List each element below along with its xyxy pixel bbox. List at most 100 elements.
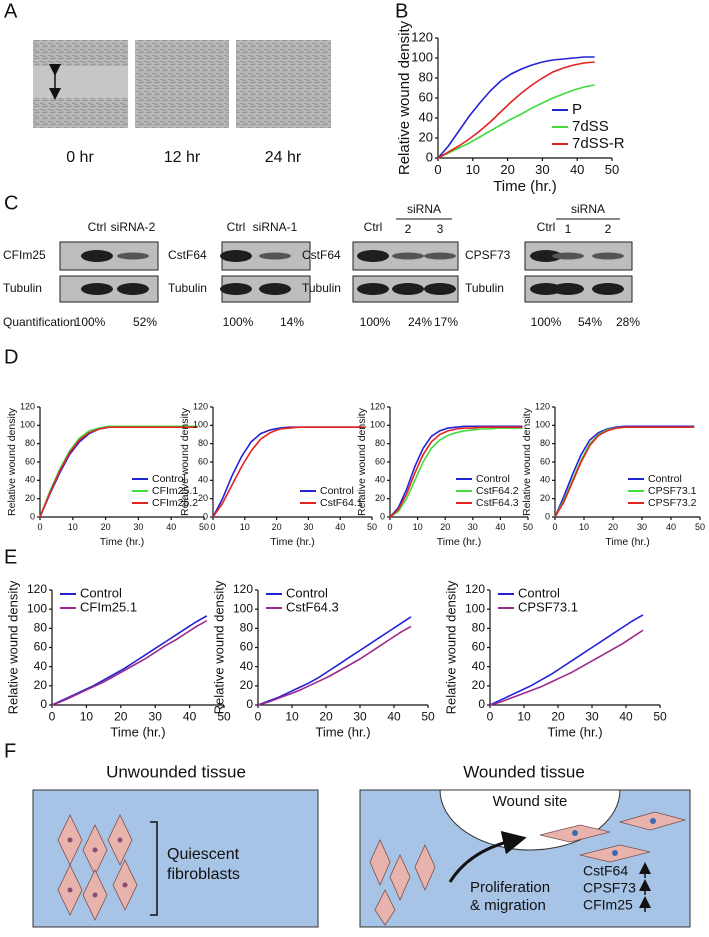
blot-band	[552, 252, 584, 260]
blot-band	[592, 252, 624, 260]
x-tick-label: 30	[353, 709, 367, 723]
bracket	[150, 821, 158, 916]
quantification-value: 52%	[133, 315, 157, 329]
x-tick-label: 0	[49, 709, 56, 723]
y-tick-label: 100	[193, 420, 208, 430]
x-tick-label: 50	[367, 522, 377, 532]
y-tick-label: 0	[40, 697, 47, 711]
series-line	[39, 426, 198, 518]
cell-label: fibroblasts	[167, 866, 240, 883]
y-axis-label: Relative wound density	[179, 407, 191, 516]
x-tick-label: 40	[619, 709, 633, 723]
x-tick-label: 10	[80, 709, 94, 723]
series-line	[489, 629, 644, 706]
x-tick-label: 30	[468, 522, 478, 532]
y-tick-label: 40	[540, 475, 550, 485]
y-tick-label: 80	[240, 621, 254, 635]
chart: 0 20 40 60 80 100 120 0 10 20 30 40 50 Time (hr.) Rela…	[521, 401, 705, 547]
x-tick-label: 0	[487, 709, 494, 723]
blot-row-label: CFIm25	[3, 248, 46, 262]
x-tick-label: 0	[210, 522, 215, 532]
panel-letter: C	[4, 192, 18, 214]
blot-row-label: CPSF73	[465, 248, 511, 262]
legend-label: CPSF73.1	[518, 599, 578, 614]
diagram-title: Wounded tissue	[463, 762, 585, 781]
lane-label: siRNA-2	[111, 220, 156, 234]
x-axis-label: Time (hr.)	[493, 178, 557, 195]
quantification-value: 24%	[408, 315, 432, 329]
y-tick-label: 60	[540, 456, 550, 466]
x-tick-label: 10	[579, 522, 589, 532]
y-tick-label: 40	[25, 475, 35, 485]
blot-band	[392, 252, 424, 260]
panel-letter: F	[4, 740, 16, 762]
x-axis-label: Time (hr.)	[437, 536, 482, 548]
blot-band	[357, 250, 389, 262]
x-tick-label: 40	[495, 522, 505, 532]
lane-label: 3	[437, 222, 444, 236]
scratch-image	[135, 40, 229, 128]
lane-label: 2	[405, 222, 412, 236]
fibroblasts-left	[57, 814, 138, 921]
lane-label: 1	[565, 222, 572, 236]
y-tick-label: 40	[419, 109, 433, 124]
quantification-value: 28%	[616, 315, 640, 329]
process-label: Proliferation	[470, 879, 550, 896]
y-axis-label: Relative wound density	[356, 407, 368, 516]
panel-letter: E	[4, 546, 17, 568]
x-tick-label: 10	[68, 522, 78, 532]
lane-label: Ctrl	[88, 220, 107, 234]
blot-row-label: Tubulin	[3, 281, 42, 295]
y-tick-label: 0	[545, 511, 550, 521]
scratch-image	[236, 40, 331, 128]
x-tick-label: 40	[335, 522, 345, 532]
blot-band	[259, 283, 291, 295]
series-line	[554, 425, 695, 518]
quantification-label: Quantification	[3, 315, 76, 329]
y-tick-label: 120	[20, 401, 35, 411]
y-tick-label: 100	[20, 420, 35, 430]
legend-label: Control	[518, 585, 560, 600]
legend-label: CPSF73.2	[648, 497, 697, 509]
series-line	[51, 615, 208, 706]
x-tick-label: 30	[585, 709, 599, 723]
series-line	[554, 426, 695, 518]
legend-label: CstF64.1	[320, 497, 363, 509]
x-tick-label: 20	[608, 522, 618, 532]
series-line	[437, 61, 595, 159]
blot-band	[357, 283, 389, 295]
series-line	[389, 427, 523, 518]
y-tick-label: 100	[465, 601, 485, 615]
chart: 0 20 40 60 80 100 120 0 10 20 30 40 50 Time (hr.) Rela…	[443, 580, 667, 739]
x-tick-label: 30	[303, 522, 313, 532]
blot-band	[81, 250, 113, 262]
y-tick-label: 20	[25, 493, 35, 503]
y-tick-label: 100	[27, 601, 47, 615]
x-tick-label: 20	[101, 522, 111, 532]
blot-band	[259, 252, 291, 260]
y-tick-label: 100	[535, 420, 550, 430]
blot-row-label: Tubulin	[465, 281, 504, 295]
y-tick-label: 20	[34, 678, 48, 692]
x-axis-label: Time (hr.)	[315, 724, 370, 739]
y-axis-label: Relative wound density	[396, 20, 413, 175]
x-tick-label: 0	[387, 522, 392, 532]
series-line	[257, 616, 412, 706]
blot-band	[220, 283, 252, 295]
lane-label: Ctrl	[537, 220, 556, 234]
legend-label: 7dSS-R	[572, 135, 625, 152]
x-tick-label: 30	[133, 522, 143, 532]
y-tick-label: 0	[426, 149, 433, 164]
x-tick-label: 50	[605, 162, 619, 177]
x-tick-label: 30	[149, 709, 163, 723]
y-tick-label: 100	[233, 601, 253, 615]
x-tick-label: 50	[199, 522, 209, 532]
y-tick-label: 0	[380, 511, 385, 521]
gene-label: CFIm25	[583, 897, 633, 913]
chart: 0 20 40 60 80 100 120 0 10 20 30 40 50 Time (hr.) Rela…	[5, 580, 231, 739]
y-tick-label: 80	[25, 438, 35, 448]
chart: 0 20 40 60 80 100 120 0 10 20 30 40 50 Time (hr.) Rela…	[396, 20, 625, 195]
x-tick-label: 50	[653, 709, 667, 723]
y-tick-label: 40	[240, 659, 254, 673]
